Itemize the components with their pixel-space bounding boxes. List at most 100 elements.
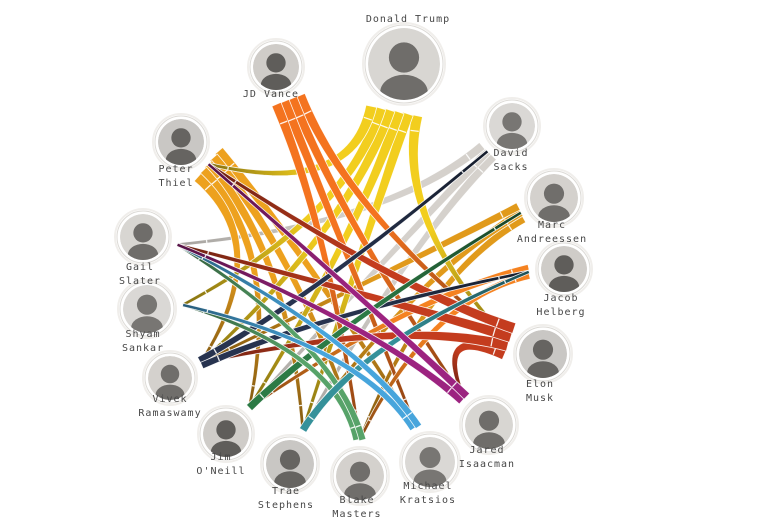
ribbon-notch [279,120,288,125]
ribbon-notch [503,280,507,284]
avatar-halo [362,22,446,106]
ribbon-notch [208,345,213,348]
avatar-helberg[interactable] [535,240,593,298]
label-jim-line-0: Jim [210,452,231,463]
avatar-trae[interactable] [260,434,320,494]
ribbon-notch [204,184,212,191]
portrait-photo-jim [203,411,249,457]
ribbon-notch [507,224,513,231]
label-vivek-line-0: Vivek [152,394,187,405]
ribbon-notch [234,180,237,184]
avatar-halo [399,431,461,493]
avatar-vance[interactable] [247,38,305,96]
ribbon-notch [490,338,494,347]
ribbon-notch [296,114,304,119]
ribbon-notch [446,387,452,394]
avatar-layer [114,22,593,506]
label-kratsios-line-1: Kratsios [400,495,456,506]
ribbon-notch [228,347,231,351]
label-shyam-line-1: Sankar [122,343,164,354]
label-gail-line-1: Slater [119,276,161,287]
label-thiel-line-0: Peter [158,164,193,175]
label-marc-line-0: Marc [538,220,566,231]
label-marc-line-1: Andreessen [517,234,587,245]
avatar-shyam[interactable] [117,279,177,339]
avatar-thiel[interactable] [152,113,210,171]
avatar-vivek[interactable] [142,350,198,406]
ribbon-notch [363,116,372,121]
avatar-halo [330,446,390,506]
ribbon-notch [288,117,296,122]
label-thiel-line-1: Thiel [158,178,193,189]
avatar-halo [114,208,172,266]
ribbon-notch [213,348,218,354]
portrait-photo-blake [336,452,384,500]
portrait-photo-helberg [541,246,587,292]
avatar-gail[interactable] [114,208,172,266]
label-layer: Donald Trump JD Vance David Sacks Peter Thiel… [119,14,587,520]
label-trae-line-1: Stephens [258,500,314,511]
ribbon-notch [407,411,413,417]
portrait-photo-jared [465,401,513,449]
ribbon-notch [477,167,484,173]
ribbon-notch [204,290,208,294]
portrait-photo-trae [266,440,314,488]
avatar-sacks[interactable] [483,97,541,155]
ribbon-notch [410,129,419,133]
avatar-marc[interactable] [524,168,584,228]
avatar-halo [524,168,584,228]
ribbon-notch [259,393,265,399]
ribbon-notch [495,318,500,327]
ribbon-notch [308,415,314,421]
avatar-kratsios[interactable] [399,431,461,494]
label-sacks-line-1: Sacks [493,162,528,173]
ribbon-notch [355,424,361,428]
avatar-musk[interactable] [513,324,573,384]
portrait-photo-vivek [148,356,192,400]
ribbon-notch [465,153,471,160]
portrait-photo-kratsios [405,437,455,487]
label-helberg-line-1: Helberg [536,307,585,318]
ribbon-notch [402,415,408,420]
avatar-halo [535,240,593,298]
ribbon-notch [231,183,235,187]
ribbon-layer [175,92,531,442]
label-kratsios-line-0: Michael [403,481,452,492]
label-helberg-line-0: Jacob [543,293,578,304]
ribbon-notch [204,254,207,258]
label-musk-line-1: Musk [526,393,554,404]
label-gail-line-0: Gail [126,262,154,273]
avatar-trump[interactable] [362,22,446,109]
ribbon-notch [492,327,496,337]
avatar-jared[interactable] [459,395,519,455]
ribbon-notch [207,251,210,255]
label-jared-line-0: Jared [469,445,504,456]
ribbon-notch [499,211,504,218]
avatar-jim[interactable] [197,405,255,463]
portrait-photo-vance [253,44,299,90]
label-blake-line-1: Masters [332,509,381,520]
label-sacks-line-0: David [493,148,528,159]
ribbon-notch [403,398,407,401]
portrait-photo-sacks [489,103,535,149]
ribbon-notch [493,227,497,231]
avatar-halo [513,324,573,384]
avatar-halo [260,434,320,494]
avatar-blake[interactable] [330,446,390,506]
ribbon-notch [451,381,458,388]
ribbon-notch [216,355,221,362]
edge-jared-gail [176,242,466,405]
label-musk-line-0: Elon [526,379,554,390]
label-shyam-line-0: Shyam [125,329,160,340]
avatar-halo [197,405,255,463]
portrait-photo-thiel [158,119,204,165]
avatar-halo [247,38,305,96]
edge-musk-vivek [199,330,510,365]
ribbon-notch [263,381,267,384]
label-trump-line-0: Donald Trump [366,14,450,25]
ribbon-notch [371,121,380,126]
ribbon-notch [227,166,229,170]
avatar-halo [483,97,541,155]
